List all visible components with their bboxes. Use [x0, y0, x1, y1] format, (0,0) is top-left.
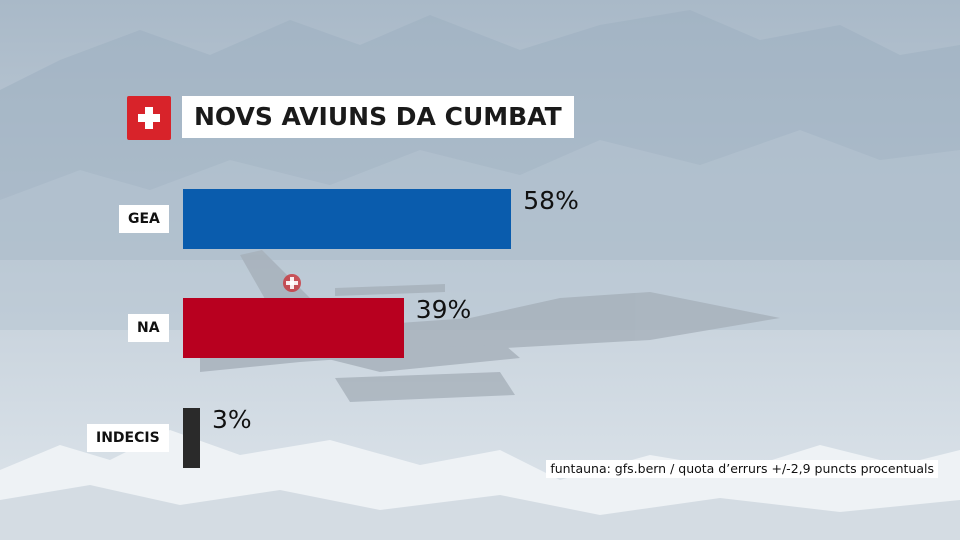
chart-title: NOVS AVIUNS DA CUMBAT — [182, 96, 574, 138]
value-label-indecis: 3% — [211, 405, 252, 434]
swiss-flag-icon — [127, 96, 171, 140]
bar-na — [183, 298, 404, 358]
bar-indecis — [183, 408, 200, 468]
category-label-na: NA — [128, 314, 169, 342]
value-label-na: 39% — [415, 295, 472, 324]
bar-gea — [183, 189, 512, 249]
value-label-gea: 58% — [523, 186, 579, 215]
snow-shadow — [0, 485, 960, 540]
category-label-indecis: INDECIS — [87, 424, 169, 452]
source-note: funtauna: gfs.bern / quota d’errurs +/-2… — [546, 460, 938, 478]
category-label-gea: GEA — [119, 205, 169, 233]
